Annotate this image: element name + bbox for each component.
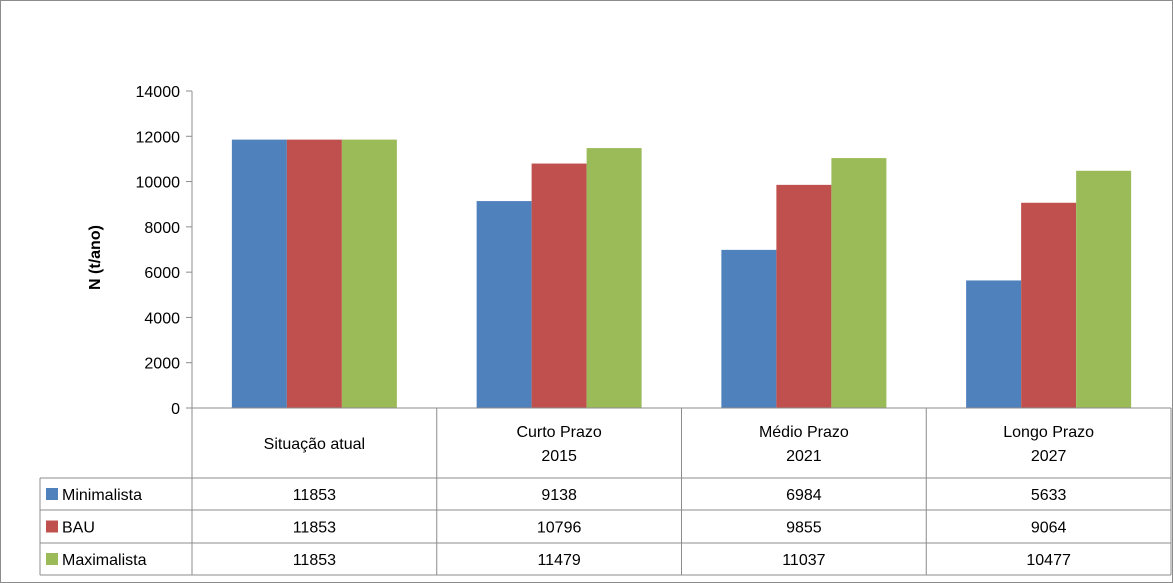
y-tick-label: 6000 [144,265,180,282]
bar-maximalista-1 [586,148,642,408]
y-axis-title: N (t/ano) [87,225,104,290]
bar-maximalista-3 [1076,170,1132,408]
bar-maximalista-2 [831,158,887,408]
legend-swatch-maximalista [46,553,58,565]
bar-bau-3 [1021,202,1077,408]
y-tick-label: 12000 [136,129,181,146]
category-label: Curto Prazo [516,424,601,441]
y-tick-label: 8000 [144,220,180,237]
legend-swatch-minimalista [46,488,58,500]
y-tick-label: 14000 [136,84,181,101]
data-label: 10477 [1026,552,1071,569]
y-tick-label: 4000 [144,310,180,327]
legend-swatch-bau [46,520,58,533]
category-label: Situação atual [264,436,365,453]
category-label: Longo Prazo [1003,424,1094,441]
data-label: 11853 [293,520,336,537]
data-label: 11479 [537,552,580,569]
bar-minimalista-0 [231,139,287,409]
data-label: 11853 [293,487,336,504]
legend-label: Minimalista [62,487,142,504]
y-tick-label: 2000 [144,356,180,373]
data-label: 9855 [786,520,822,537]
data-label: 9138 [541,487,577,504]
bar-bau-0 [286,139,342,409]
data-label: 9064 [1031,520,1067,537]
y-tick-label: 10000 [136,175,181,192]
bar-maximalista-0 [341,139,397,409]
bar-bau-1 [531,163,587,408]
data-label: 11037 [782,552,825,569]
category-label: 2015 [541,448,577,465]
y-tick-label: 0 [171,401,180,418]
data-label: 6984 [786,487,822,504]
bar-bau-2 [776,184,832,408]
bar-minimalista-3 [966,280,1022,408]
legend-label: Maximalista [62,552,147,569]
category-label: 2021 [786,448,822,465]
legend-label: BAU [62,520,95,537]
bar-minimalista-1 [476,201,532,408]
category-label: Médio Prazo [759,424,849,441]
data-label: 11853 [293,552,336,569]
data-label: 5633 [1031,487,1067,504]
data-label: 10796 [537,520,582,537]
category-label: 2027 [1031,448,1067,465]
bar-minimalista-2 [721,249,777,408]
